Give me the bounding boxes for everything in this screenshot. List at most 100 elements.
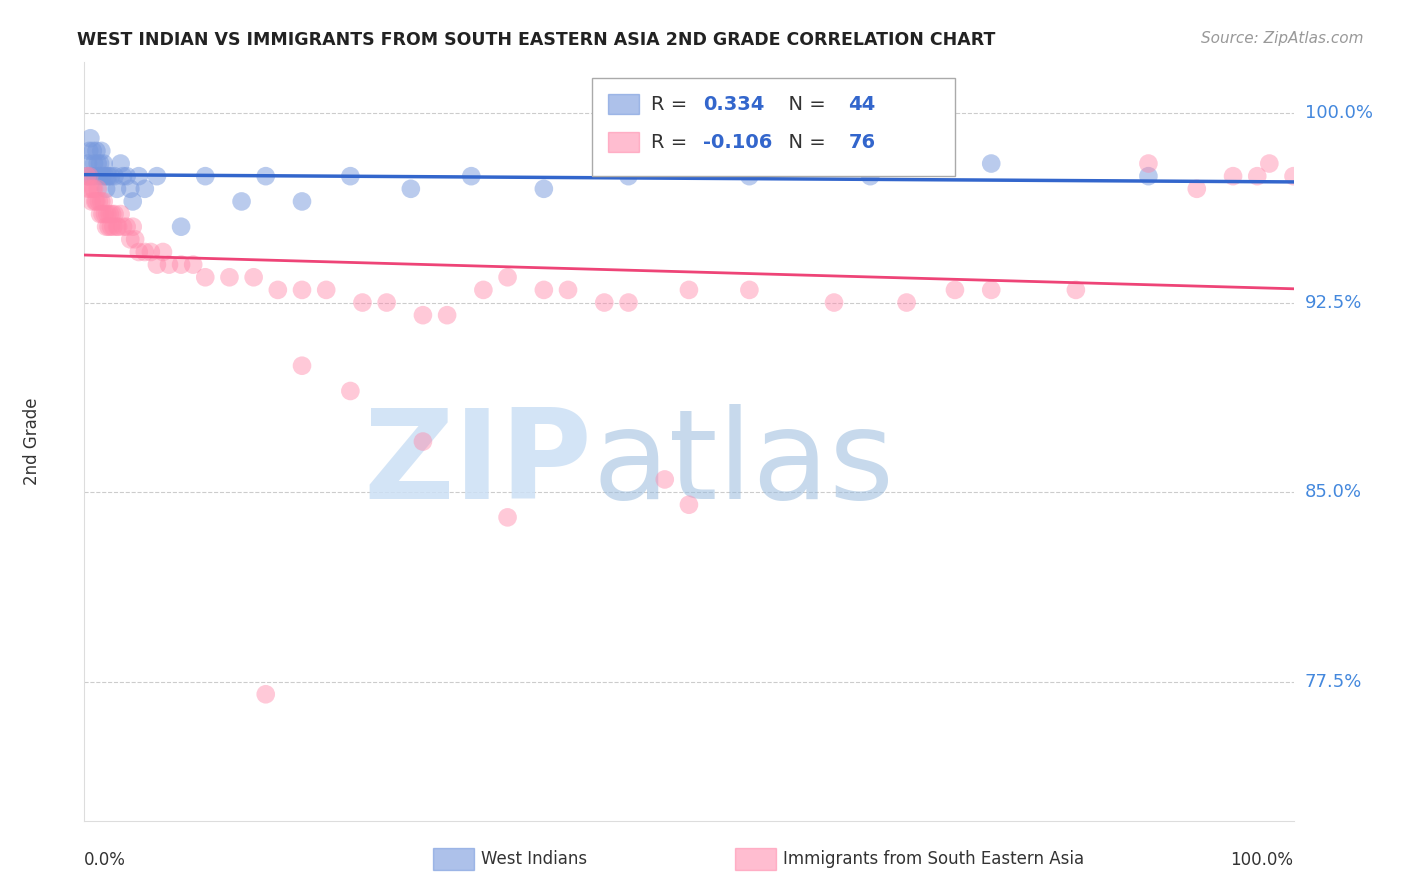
- Point: [86, 182, 108, 196]
- Point: [254, 169, 277, 184]
- Point: [97, 169, 120, 184]
- Point: [654, 473, 676, 487]
- Text: R =: R =: [651, 95, 700, 113]
- Text: 92.5%: 92.5%: [1305, 293, 1362, 311]
- Point: [97, 219, 120, 234]
- Text: 76: 76: [849, 133, 876, 152]
- Text: 0.0%: 0.0%: [84, 851, 127, 869]
- Point: [87, 194, 110, 209]
- Point: [181, 258, 204, 272]
- Point: [943, 283, 966, 297]
- Point: [557, 283, 579, 297]
- Text: 44: 44: [849, 95, 876, 113]
- Point: [107, 219, 129, 234]
- Point: [82, 182, 104, 196]
- Point: [79, 131, 101, 145]
- Point: [1222, 169, 1244, 184]
- Point: [291, 283, 314, 297]
- Point: [86, 194, 108, 209]
- Point: [291, 359, 314, 373]
- Point: [170, 219, 193, 234]
- Point: [896, 295, 918, 310]
- Point: [94, 169, 117, 184]
- Text: R =: R =: [651, 133, 700, 152]
- Point: [124, 232, 146, 246]
- Point: [89, 207, 111, 221]
- Point: [86, 144, 108, 158]
- Point: [139, 245, 162, 260]
- Point: [112, 169, 135, 184]
- Point: [84, 194, 107, 209]
- Point: [83, 156, 105, 170]
- Point: [412, 308, 434, 322]
- Point: [80, 169, 103, 184]
- Point: [254, 687, 277, 701]
- Point: [242, 270, 264, 285]
- Point: [100, 169, 122, 184]
- Point: [1185, 182, 1208, 196]
- Point: [77, 169, 100, 184]
- Point: [77, 144, 100, 158]
- Point: [134, 245, 156, 260]
- Point: [218, 270, 240, 285]
- Point: [115, 219, 138, 234]
- Point: [533, 182, 555, 196]
- Point: [1246, 169, 1268, 184]
- Point: [678, 283, 700, 297]
- Point: [496, 510, 519, 524]
- Point: [460, 169, 482, 184]
- Text: WEST INDIAN VS IMMIGRANTS FROM SOUTH EASTERN ASIA 2ND GRADE CORRELATION CHART: WEST INDIAN VS IMMIGRANTS FROM SOUTH EAS…: [77, 31, 995, 49]
- Text: N =: N =: [776, 95, 838, 113]
- Point: [1064, 283, 1087, 297]
- Text: Source: ZipAtlas.com: Source: ZipAtlas.com: [1201, 31, 1364, 46]
- Point: [120, 182, 142, 196]
- Text: N =: N =: [776, 133, 838, 152]
- Point: [91, 207, 114, 221]
- Point: [352, 295, 374, 310]
- Point: [86, 156, 108, 170]
- Text: ZIP: ZIP: [364, 404, 592, 524]
- Point: [617, 295, 640, 310]
- Point: [94, 207, 117, 221]
- Point: [194, 169, 217, 184]
- Text: 100.0%: 100.0%: [1230, 851, 1294, 869]
- Point: [94, 182, 117, 196]
- Point: [96, 169, 118, 184]
- Text: 85.0%: 85.0%: [1305, 483, 1361, 501]
- Point: [1137, 169, 1160, 184]
- Point: [1137, 156, 1160, 170]
- Point: [110, 156, 132, 170]
- Point: [91, 169, 114, 184]
- Point: [1258, 156, 1281, 170]
- FancyBboxPatch shape: [607, 95, 640, 114]
- Point: [94, 219, 117, 234]
- Point: [104, 207, 127, 221]
- Text: 77.5%: 77.5%: [1305, 673, 1362, 690]
- Text: 100.0%: 100.0%: [1305, 104, 1372, 122]
- Point: [375, 295, 398, 310]
- Point: [157, 258, 180, 272]
- Point: [90, 144, 112, 158]
- Point: [96, 207, 118, 221]
- Point: [110, 207, 132, 221]
- Point: [76, 169, 98, 184]
- Point: [128, 169, 150, 184]
- Text: Immigrants from South Eastern Asia: Immigrants from South Eastern Asia: [783, 849, 1084, 868]
- Point: [496, 270, 519, 285]
- Point: [128, 245, 150, 260]
- Point: [76, 169, 98, 184]
- Point: [291, 194, 314, 209]
- Point: [134, 182, 156, 196]
- Point: [146, 169, 169, 184]
- Point: [98, 207, 121, 221]
- Point: [87, 169, 110, 184]
- Point: [980, 156, 1002, 170]
- Point: [80, 194, 103, 209]
- Point: [152, 245, 174, 260]
- Point: [82, 144, 104, 158]
- Point: [93, 156, 115, 170]
- Point: [194, 270, 217, 285]
- Point: [104, 169, 127, 184]
- Point: [436, 308, 458, 322]
- Point: [112, 219, 135, 234]
